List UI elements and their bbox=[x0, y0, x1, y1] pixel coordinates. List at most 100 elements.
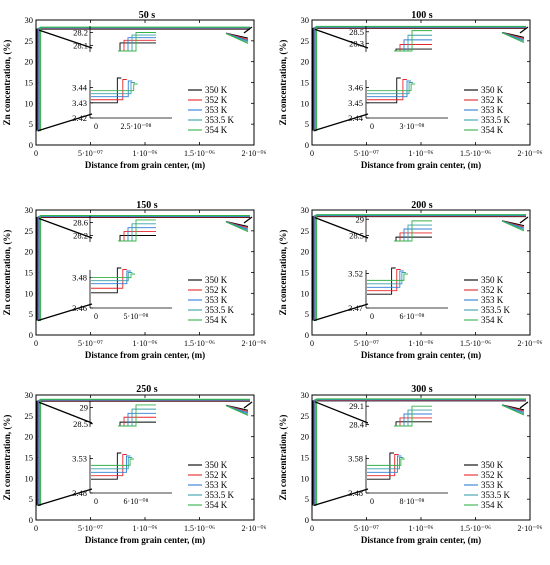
y-tick-label: 20 bbox=[301, 247, 310, 257]
x-tick-label: 5·10⁻⁰⁷ bbox=[78, 339, 103, 348]
legend-label: 354 K bbox=[205, 125, 228, 135]
y-tick-label: 30 bbox=[25, 15, 34, 25]
panel-title: 100 s bbox=[411, 10, 433, 21]
x-tick-label: 1.5·10⁻⁰⁶ bbox=[184, 149, 215, 158]
zoom-arrow-bottom bbox=[313, 488, 369, 506]
x-tick-label: 1·10⁻⁰⁶ bbox=[133, 524, 158, 533]
series-tail-mark bbox=[501, 32, 525, 43]
inset-bottom-xtick-label: 5·10⁻⁰⁸ bbox=[124, 312, 149, 321]
zoom-arrow-bottom bbox=[37, 303, 93, 322]
y-tick-label: 0 bbox=[29, 515, 33, 525]
chart-panel-5: 250 s 0 5 10 15 20 25 30 0 5·10⁻⁰⁷ 1·10⁻⁰⁶ 1.5·10⁻⁰… bbox=[2, 384, 267, 545]
inset-bottom-ytick-label: 3.43 bbox=[72, 98, 87, 108]
legend-label: 353.5 K bbox=[205, 115, 235, 125]
x-tick-label: 0 bbox=[34, 524, 38, 533]
x-tick-label: 5·10⁻⁰⁷ bbox=[78, 149, 103, 158]
inset-bottom-xtick-label: 0 bbox=[370, 312, 374, 321]
inset-bottom-xtick-label: 0 bbox=[370, 122, 374, 131]
y-tick-label: 20 bbox=[25, 247, 34, 257]
legend-label: 354 K bbox=[481, 125, 504, 135]
y-tick-label: 25 bbox=[25, 36, 34, 46]
legend-label: 350 K bbox=[205, 460, 228, 470]
x-axis-label: Distance from grain center, (m) bbox=[361, 535, 481, 545]
inset-bottom-xtick-label: 6·10⁻⁰⁸ bbox=[124, 497, 149, 506]
inset-bottom-xtick-label: 0 bbox=[370, 497, 374, 506]
y-tick-label: 10 bbox=[301, 98, 310, 108]
legend-label: 352 K bbox=[205, 95, 228, 105]
inset-bottom-series bbox=[367, 452, 394, 480]
panel-title: 250 s bbox=[136, 384, 158, 395]
inset-bottom-series bbox=[367, 79, 407, 101]
x-tick-label: 0 bbox=[34, 149, 38, 158]
series-tail-mark bbox=[225, 33, 249, 44]
legend-label: 353 K bbox=[205, 295, 228, 305]
legend-label: 353.5 K bbox=[481, 490, 511, 500]
y-tick-label: 5 bbox=[305, 309, 309, 319]
inset-bottom-ytick-label: 3.47 bbox=[348, 303, 363, 313]
y-tick-label: 0 bbox=[29, 330, 33, 340]
y-tick-label: 0 bbox=[305, 140, 309, 150]
inset-bottom-xtick-label: 0 bbox=[94, 312, 98, 321]
inset-bottom-series bbox=[367, 83, 416, 92]
y-tick-label: 15 bbox=[25, 268, 34, 278]
inset-top-ytick-label: 29.1 bbox=[349, 401, 364, 411]
legend-label: 352 K bbox=[481, 470, 504, 480]
y-axis-label: Zn concentration, (%) bbox=[278, 230, 288, 316]
legend-label: 350 K bbox=[481, 460, 504, 470]
y-axis-label: Zn concentration, (%) bbox=[2, 230, 12, 316]
x-tick-label: 5·10⁻⁰⁷ bbox=[354, 524, 379, 533]
y-tick-label: 15 bbox=[25, 78, 34, 88]
zoom-arrow-right bbox=[519, 26, 529, 34]
y-tick-label: 5 bbox=[29, 119, 33, 129]
y-tick-label: 5 bbox=[305, 119, 309, 129]
inset-bottom-xtick-label: 3·10⁻⁰⁸ bbox=[400, 122, 425, 131]
y-tick-label: 30 bbox=[301, 15, 310, 25]
chart-panel-1: 50 s 0 5 10 15 20 25 30 0 5·10⁻⁰⁷ 1·10⁻⁰⁶ 1.5·10⁻⁰⁶… bbox=[2, 10, 267, 170]
x-tick-label: 2·10⁻⁰⁶ bbox=[518, 524, 543, 533]
chart-panel-6: 300 s 0 5 10 15 20 25 30 0 5·10⁻⁰⁷ 1·10⁻⁰⁶ 1.5·10⁻⁰… bbox=[278, 384, 543, 545]
inset-bottom-series bbox=[367, 458, 405, 466]
y-axis-label: Zn concentration, (%) bbox=[2, 40, 12, 126]
series-tail-mark bbox=[501, 404, 525, 416]
x-tick-label: 0 bbox=[34, 339, 38, 348]
chart-panel-3: 150 s 0 5 10 15 20 25 30 0 5·10⁻⁰⁷ 1·10⁻⁰⁶ 1.5·10⁻⁰… bbox=[2, 200, 267, 360]
panel-title: 200 s bbox=[411, 200, 433, 211]
inset-bottom-ytick-label: 3.58 bbox=[348, 453, 363, 463]
x-tick-label: 1·10⁻⁰⁶ bbox=[133, 339, 158, 348]
x-tick-label: 0 bbox=[310, 339, 314, 348]
y-tick-label: 20 bbox=[301, 432, 310, 442]
y-axis-label: Zn concentration, (%) bbox=[278, 415, 288, 501]
inset-top-ytick-label: 28.5 bbox=[349, 231, 364, 241]
inset-bottom-series bbox=[367, 273, 408, 281]
inset-bottom-series bbox=[91, 452, 122, 480]
legend-label: 353.5 K bbox=[205, 490, 235, 500]
inset-top-ytick-label: 28.2 bbox=[73, 28, 88, 38]
inset-top-ytick-label: 28.6 bbox=[73, 218, 88, 228]
legend-label: 353 K bbox=[205, 105, 228, 115]
x-tick-label: 1·10⁻⁰⁶ bbox=[409, 339, 434, 348]
inset-top-ytick-label: 28.4 bbox=[349, 419, 365, 429]
x-axis-label: Distance from grain center, (m) bbox=[85, 535, 205, 545]
legend-label: 353 K bbox=[481, 295, 504, 305]
y-tick-label: 30 bbox=[301, 390, 310, 400]
inset-bottom-series bbox=[91, 455, 131, 473]
legend-label: 353 K bbox=[481, 480, 504, 490]
x-tick-label: 1.5·10⁻⁰⁶ bbox=[460, 149, 491, 158]
zoom-arrow-right bbox=[519, 216, 529, 224]
zoom-arrow-top bbox=[314, 401, 369, 424]
inset-bottom-series bbox=[367, 455, 402, 473]
inset-bottom-series bbox=[91, 272, 133, 282]
legend-label: 352 K bbox=[205, 285, 228, 295]
y-tick-label: 15 bbox=[301, 268, 310, 278]
inset-top-series bbox=[118, 32, 156, 52]
x-tick-label: 1.5·10⁻⁰⁶ bbox=[184, 339, 215, 348]
inset-bottom-ytick-label: 3.48 bbox=[348, 488, 363, 498]
y-tick-label: 15 bbox=[301, 453, 310, 463]
legend-label: 352 K bbox=[481, 285, 504, 295]
inset-bottom-ytick-label: 3.48 bbox=[72, 273, 87, 283]
inset-top-series bbox=[394, 405, 432, 427]
inset-bottom-series bbox=[91, 82, 135, 95]
x-tick-label: 1.5·10⁻⁰⁶ bbox=[460, 524, 491, 533]
zoom-arrow-top bbox=[314, 217, 369, 239]
